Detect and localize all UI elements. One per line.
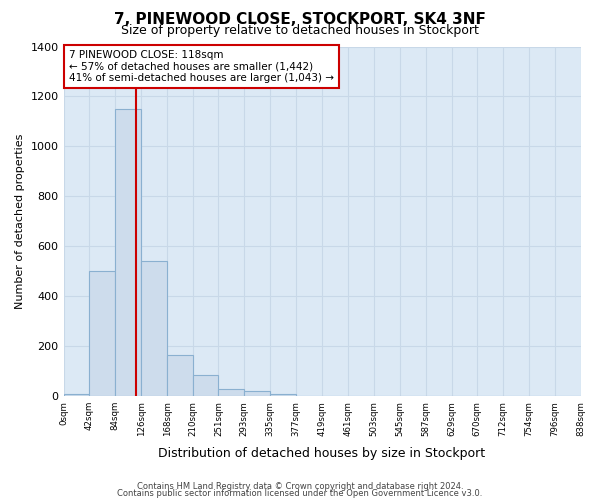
Bar [167, 355, 193, 396]
Bar [244, 391, 270, 396]
Bar [218, 388, 244, 396]
Text: 7 PINEWOOD CLOSE: 118sqm
← 57% of detached houses are smaller (1,442)
41% of sem: 7 PINEWOOD CLOSE: 118sqm ← 57% of detach… [69, 50, 334, 83]
Bar [115, 109, 141, 396]
Text: Contains HM Land Registry data © Crown copyright and database right 2024.: Contains HM Land Registry data © Crown c… [137, 482, 463, 491]
Y-axis label: Number of detached properties: Number of detached properties [15, 134, 25, 309]
Bar [193, 375, 218, 396]
Bar [64, 394, 89, 396]
Bar [270, 394, 296, 396]
Text: Contains public sector information licensed under the Open Government Licence v3: Contains public sector information licen… [118, 490, 482, 498]
Bar [141, 262, 167, 396]
Text: Size of property relative to detached houses in Stockport: Size of property relative to detached ho… [121, 24, 479, 37]
Text: 7, PINEWOOD CLOSE, STOCKPORT, SK4 3NF: 7, PINEWOOD CLOSE, STOCKPORT, SK4 3NF [114, 12, 486, 28]
X-axis label: Distribution of detached houses by size in Stockport: Distribution of detached houses by size … [158, 447, 485, 460]
Bar [89, 272, 115, 396]
